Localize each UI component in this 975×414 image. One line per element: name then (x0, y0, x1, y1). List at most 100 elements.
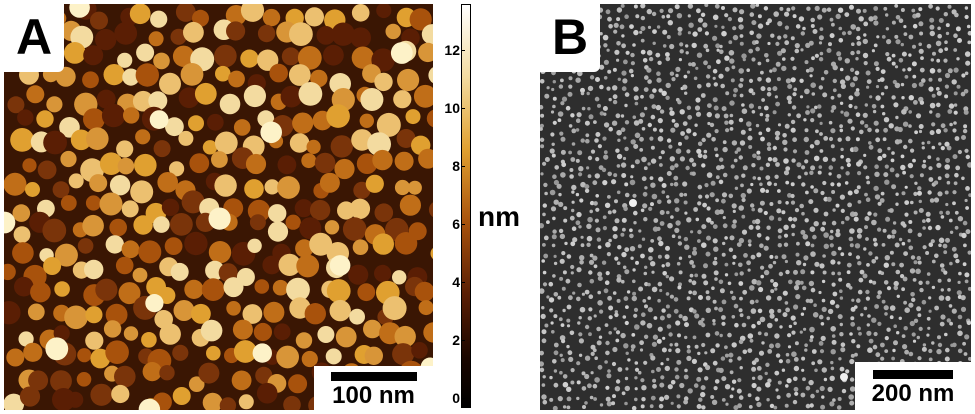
particle (694, 313, 700, 319)
particle (831, 271, 836, 276)
particle (940, 215, 945, 219)
particle (615, 330, 621, 335)
grain (55, 66, 76, 87)
particle (665, 262, 671, 267)
particle (679, 109, 685, 115)
particle (749, 285, 755, 291)
particle (864, 225, 868, 230)
particle (581, 292, 585, 296)
particle (607, 295, 612, 301)
particle (720, 83, 725, 89)
particle (551, 330, 555, 334)
particle (706, 82, 711, 88)
particle (839, 322, 843, 327)
particle (559, 131, 564, 136)
grain (99, 152, 123, 175)
particle (620, 4, 625, 8)
particle (716, 165, 722, 171)
bright-grain (145, 294, 164, 313)
particle (684, 244, 690, 250)
grain (348, 264, 369, 285)
particle (669, 71, 675, 76)
particle (712, 35, 718, 41)
particle (774, 255, 779, 259)
particle (820, 322, 825, 326)
particle (639, 348, 644, 352)
grain (228, 70, 245, 88)
particle (925, 251, 930, 255)
particle (629, 228, 633, 233)
particle (792, 217, 798, 222)
particle (922, 245, 927, 250)
particle (559, 353, 563, 357)
particle (830, 259, 836, 265)
grain (334, 158, 355, 180)
particle (541, 338, 547, 344)
particle (548, 297, 555, 303)
particle (632, 115, 637, 119)
particle (747, 239, 752, 244)
particle (785, 352, 790, 357)
grain (189, 153, 210, 174)
particle (766, 142, 772, 147)
particle (718, 179, 724, 185)
particle (706, 235, 711, 241)
particle (677, 26, 683, 32)
particle (882, 153, 887, 158)
particle (739, 77, 744, 82)
particle (714, 331, 720, 336)
particle (621, 43, 626, 49)
particle (831, 282, 836, 287)
particle (729, 394, 734, 399)
particle (721, 198, 726, 204)
particle (566, 318, 571, 323)
particle (864, 124, 869, 128)
particle (952, 128, 957, 133)
particle (758, 131, 763, 136)
particle (777, 308, 782, 313)
particle (873, 212, 878, 217)
particle (612, 99, 618, 105)
particle (868, 279, 873, 284)
particle (784, 11, 790, 17)
particle (903, 326, 908, 331)
particle (867, 211, 872, 216)
particle (755, 46, 760, 52)
particle (639, 136, 644, 142)
particle (865, 70, 871, 76)
particle (953, 121, 957, 125)
particle (549, 148, 555, 154)
particle (604, 323, 609, 327)
particle (661, 190, 666, 194)
grain (267, 221, 289, 242)
particle (705, 290, 710, 295)
particle (875, 352, 881, 358)
particle (686, 349, 691, 354)
particle (580, 91, 585, 96)
grain (426, 109, 433, 128)
particle (712, 322, 716, 326)
particle (880, 356, 885, 361)
particle (596, 340, 602, 346)
particle (650, 158, 657, 164)
particle (832, 208, 836, 212)
particle (608, 331, 612, 335)
particle (749, 30, 754, 36)
particle (575, 128, 580, 132)
particle (542, 161, 547, 166)
particle (909, 268, 916, 274)
particle (826, 316, 830, 321)
particle (844, 12, 850, 17)
particle (772, 110, 777, 115)
particle (857, 261, 862, 266)
particle (592, 255, 598, 261)
particle (790, 200, 796, 205)
particle (666, 171, 672, 176)
particle (622, 156, 627, 161)
particle (551, 243, 556, 248)
particle (805, 190, 809, 195)
particle (933, 197, 940, 203)
particle (849, 400, 855, 406)
particle (908, 220, 913, 224)
particle (584, 289, 590, 295)
